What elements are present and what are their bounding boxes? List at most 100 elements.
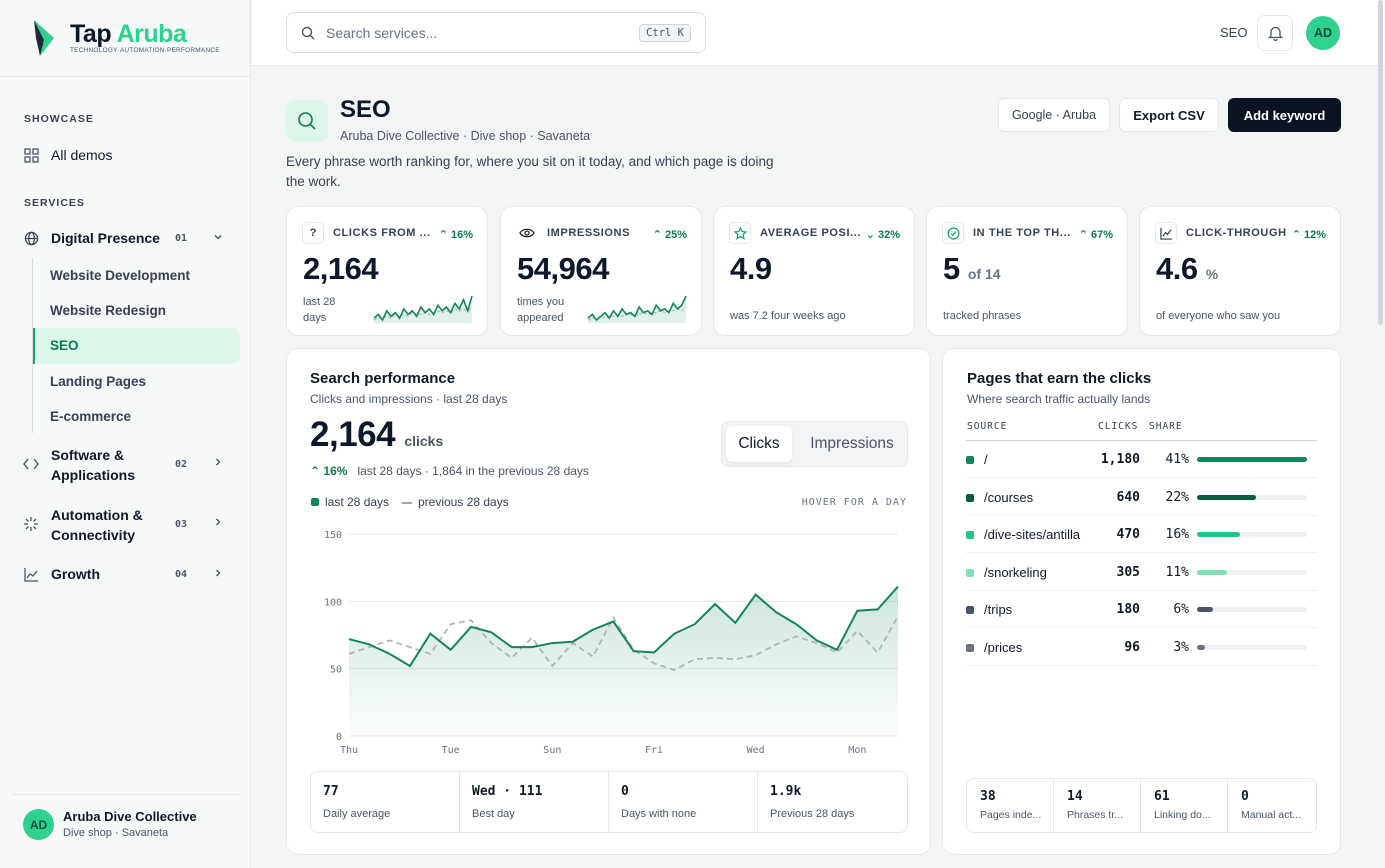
- series-color-dot: [966, 456, 974, 464]
- sparkline-previous: [373, 306, 473, 321]
- kpi-card-top-three: IN THE TOP TH... ⌃ 67% 5 of 14 tracked p…: [926, 206, 1128, 336]
- card-subtitle: Clicks and impressions · last 28 days: [310, 392, 508, 406]
- kpi-subtext: last 28 days: [303, 296, 336, 324]
- total-clicks-value: 2,164 clicks: [310, 415, 444, 454]
- user-avatar[interactable]: AD: [1306, 16, 1340, 50]
- sidebar-item-website-redesign[interactable]: Website Redesign: [50, 303, 167, 318]
- page-path: /snorkeling: [984, 564, 1047, 580]
- y-tick-label: 0: [336, 732, 342, 743]
- sidebar-group-digital-presence[interactable]: Digital Presence 01: [23, 229, 237, 247]
- page-title: SEO: [340, 96, 391, 123]
- data-point: [591, 627, 596, 632]
- share-bar: [1197, 532, 1307, 537]
- brand-name: Tap Aruba: [70, 20, 187, 48]
- share-bar-fill: [1197, 494, 1257, 500]
- bell-icon: [1267, 26, 1283, 41]
- kpi-value: 4.6 %: [1156, 251, 1219, 286]
- sidebar-item-label: All demos: [51, 147, 113, 163]
- kpi-delta-badge: ⌃ 12%: [1291, 229, 1326, 241]
- table-row[interactable]: /snorkeling 305 11%: [966, 554, 1317, 591]
- search-icon: [301, 26, 315, 39]
- page-clicks: 1,180: [1100, 452, 1140, 467]
- section-label-showcase: SHOWCASE: [24, 113, 94, 125]
- export-csv-button[interactable]: Export CSV: [1119, 98, 1219, 132]
- account-switcher[interactable]: AD Aruba Dive Collective Dive shop · Sav…: [12, 794, 240, 868]
- data-point: [814, 638, 819, 643]
- kpi-sparkline: [373, 295, 473, 323]
- eye-icon: [516, 222, 538, 244]
- page-path: /trips: [984, 602, 1013, 617]
- stat-linking-domains: 61 Linking do...: [1141, 779, 1228, 832]
- section-label-services: SERVICES: [24, 197, 85, 209]
- search-input[interactable]: Search services... Ctrl K: [286, 12, 706, 53]
- page-scrollbar[interactable]: [1378, 0, 1383, 325]
- search-performance-card: Search performance Clicks and impression…: [286, 348, 931, 855]
- page-subtitle: Aruba Dive Collective · Dive shop · Sava…: [340, 129, 591, 143]
- brand[interactable]: Tap Aruba TECHNOLOGY·AUTOMATION·PERFORMA…: [0, 0, 250, 77]
- page-path: /prices: [984, 639, 1023, 655]
- sparkle-icon: [23, 516, 39, 532]
- topbar: Search services... Ctrl K SEO AD: [252, 0, 1385, 66]
- sub-nav-digital-presence: Website Development Website Redesign SEO…: [32, 258, 240, 433]
- sidebar-group-automation-connectivity[interactable]: Automation & Connectivity 03: [23, 505, 237, 545]
- source-selector-button[interactable]: Google · Aruba: [998, 98, 1110, 132]
- stat-days-with-none: 0 Days with none: [609, 772, 758, 832]
- y-tick-label: 100: [324, 597, 342, 608]
- chevron-down-icon: [213, 232, 223, 245]
- sidebar-group-software-applications[interactable]: Software & Applications 02: [23, 445, 237, 485]
- toggle-clicks[interactable]: Clicks: [726, 426, 792, 462]
- data-point: [347, 637, 352, 642]
- share-bar-fill: [1197, 644, 1206, 650]
- table-row[interactable]: /dive-sites/antilla 470 16%: [966, 516, 1317, 553]
- kpi-delta-badge: ⌃ 67%: [1078, 229, 1113, 241]
- data-point: [428, 631, 433, 636]
- table-row[interactable]: / 1,180 41%: [966, 441, 1317, 478]
- page-clicks: 470: [1116, 527, 1140, 542]
- brand-logo-icon: [34, 20, 54, 56]
- toggle-impressions[interactable]: Impressions: [810, 435, 894, 452]
- column-header-clicks: CLICKS: [1098, 421, 1139, 432]
- table-row[interactable]: /prices 96 3%: [966, 629, 1317, 666]
- sidebar-item-label: SEO: [50, 338, 79, 353]
- sidebar-item-all-demos[interactable]: All demos: [23, 146, 237, 164]
- page-path: /dive-sites/antilla: [984, 527, 1081, 542]
- kpi-delta-badge: ⌃ 25%: [652, 229, 687, 241]
- legend-previous: previous 28 days: [402, 495, 509, 509]
- chevron-right-icon: [213, 517, 223, 530]
- kpi-value: 4.9: [730, 251, 772, 286]
- search-placeholder: Search services...: [326, 24, 438, 41]
- series-line-previous: [348, 615, 899, 671]
- data-point: [448, 647, 453, 652]
- data-point: [835, 647, 840, 652]
- kpi-subtext: tracked phrases: [943, 310, 1022, 322]
- question-icon: ?: [302, 222, 324, 244]
- stat-pages-indexed: 38 Pages inde...: [967, 779, 1054, 832]
- kpi-label: IN THE TOP TH...: [973, 227, 1071, 239]
- table-row[interactable]: /courses 640 22%: [966, 479, 1317, 516]
- series-color-dot: [966, 568, 974, 577]
- chevron-right-icon: [213, 568, 223, 581]
- sidebar-item-website-development[interactable]: Website Development: [50, 268, 191, 283]
- search-icon: [298, 112, 316, 130]
- page-description: Every phrase worth ranking for, where yo…: [286, 154, 774, 189]
- performance-chart[interactable]: 0 50 100 150 Thu Tue Sun Fri Wed Mon: [302, 524, 902, 754]
- notifications-button[interactable]: [1257, 15, 1293, 51]
- sidebar-item-seo[interactable]: SEO: [33, 328, 240, 364]
- performance-stats-row: 77 Daily average Wed · 111 Best day 0 Days …: [310, 771, 908, 833]
- data-point: [753, 592, 758, 597]
- x-tick-label: Thu: [340, 745, 358, 754]
- sidebar-group-growth[interactable]: Growth 04: [23, 565, 237, 583]
- page-share: 41%: [1165, 452, 1189, 467]
- kpi-label: CLICK-THROUGH: [1186, 227, 1287, 239]
- add-keyword-button[interactable]: Add keyword: [1228, 98, 1341, 132]
- kpi-card-impressions: IMPRESSIONS ⌃ 25% 54,964 times you appear…: [500, 206, 702, 336]
- sparkline-area: [588, 296, 686, 323]
- page-share: 22%: [1165, 489, 1189, 505]
- y-tick-label: 150: [324, 530, 342, 541]
- data-point: [387, 651, 392, 656]
- sidebar-item-e-commerce[interactable]: E-commerce: [50, 409, 132, 424]
- page-share: 11%: [1165, 564, 1189, 580]
- sidebar-item-landing-pages[interactable]: Landing Pages: [50, 374, 147, 389]
- kpi-subtext: times you appeared: [517, 296, 565, 324]
- table-row[interactable]: /trips 180 6%: [966, 591, 1317, 628]
